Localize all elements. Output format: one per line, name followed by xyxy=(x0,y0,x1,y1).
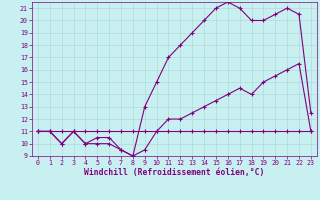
X-axis label: Windchill (Refroidissement éolien,°C): Windchill (Refroidissement éolien,°C) xyxy=(84,168,265,177)
